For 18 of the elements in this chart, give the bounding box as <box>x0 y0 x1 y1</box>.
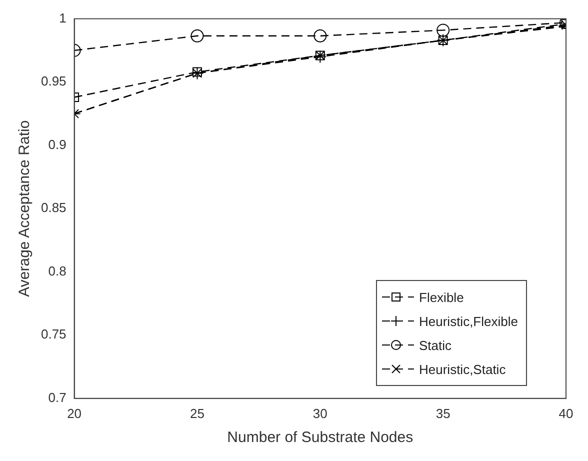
y-tick-label: 0.95 <box>40 74 66 89</box>
x-tick-label: 20 <box>67 406 82 421</box>
y-tick-label: 0.9 <box>48 136 66 152</box>
y-tick-label: 0.75 <box>40 326 66 342</box>
y-tick-label: 0.7 <box>48 390 66 405</box>
y-tick-label: 0.85 <box>40 200 66 216</box>
x-axis-title: Number of Substrate Nodes <box>227 429 414 446</box>
legend-label: Flexible <box>419 290 464 305</box>
y-tick-label: 1 <box>59 10 66 26</box>
legend-label: Heuristic,Flexible <box>419 314 518 329</box>
y-axis-title: Average Acceptance Ratio <box>16 120 34 297</box>
x-tick-label: 30 <box>312 406 328 421</box>
x-tick-label: 35 <box>436 406 450 421</box>
legend-label: Heuristic,Static <box>419 362 506 377</box>
x-tick-label: 40 <box>558 406 574 421</box>
legend-label: Static <box>419 338 452 353</box>
y-tick-label: 0.8 <box>48 263 66 278</box>
x-tick-label: 25 <box>190 406 204 421</box>
